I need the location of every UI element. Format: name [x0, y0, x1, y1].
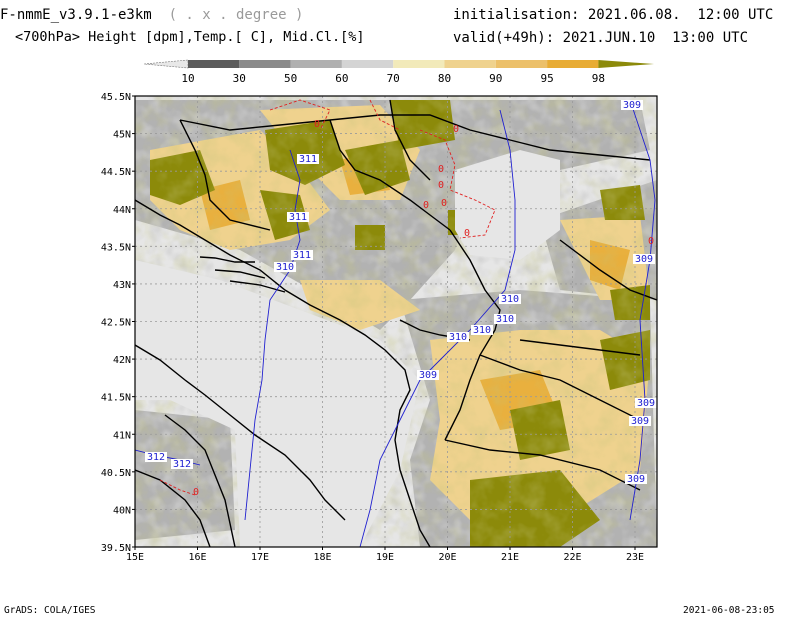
latitude-label: 44.5N: [101, 167, 131, 178]
height-contour-label: 309: [631, 416, 649, 427]
legend-swatch: [393, 60, 445, 68]
longitude-label: 22E: [563, 552, 581, 563]
longitude-label: 15E: [126, 552, 144, 563]
latitude-labels: 45.5N 45N 44.5N 44N 43.5N 43N 42.5N 42N 41.5N 41N…: [101, 92, 135, 554]
height-contour-label: 310: [276, 262, 294, 273]
longitude-label: 17E: [251, 552, 269, 563]
height-label-bg: [297, 154, 319, 164]
height-label-bg: [145, 452, 167, 462]
height-contour-labels: 3113113113103103103103103093093093093093…: [145, 100, 657, 485]
temperature-contour-label: 0: [648, 236, 654, 247]
forecast-map: 3113113113103103103103103093093093093093…: [101, 92, 658, 563]
legend-level-label: 98: [592, 72, 605, 85]
temperature-contours: [159, 99, 496, 496]
height-label-bg: [625, 474, 647, 484]
height-label-bg: [447, 332, 469, 342]
height-label-bg: [291, 250, 313, 260]
height-contour-label: 310: [501, 294, 519, 305]
model-name: F-nmmE_v3.9.1-e3km: [0, 7, 152, 23]
height-label-bg: [171, 459, 193, 469]
legend-swatch: [188, 60, 240, 68]
grid-resolution: ( . x . degree ): [168, 7, 304, 23]
legend-level-label: 70: [387, 72, 400, 85]
latitude-label: 44N: [113, 205, 131, 216]
longitude-label: 19E: [376, 552, 394, 563]
temperature-contour-label: 0: [314, 119, 320, 130]
latitude-label: 45.5N: [101, 92, 131, 103]
height-contour-label: 310: [449, 332, 467, 343]
legend-level-label: 80: [438, 72, 451, 85]
height-contour-label: 309: [637, 398, 655, 409]
latitude-label: 43.5N: [101, 242, 131, 253]
legend-swatch-high: [598, 60, 654, 68]
temperature-contour-label: 0: [441, 198, 447, 209]
height-contour-label: 309: [635, 254, 653, 265]
height-contour-label: 309: [419, 370, 437, 381]
model-title: F-nmmE_v3.9.1-e3km ( . x . degree ): [0, 8, 303, 22]
lat-lon-grid: [135, 96, 657, 547]
height-label-bg: [274, 262, 296, 272]
longitude-label: 21E: [501, 552, 519, 563]
legend-level-label: 10: [181, 72, 194, 85]
latitude-label: 39.5N: [101, 543, 131, 554]
height-label-bg: [287, 212, 309, 222]
initialisation-time: initialisation: 2021.06.08. 12:00 UTC: [453, 7, 774, 23]
footer-credit: GrADS: COLA/IGES: [4, 605, 96, 616]
height-label-bg: [629, 416, 651, 426]
height-contour-label: 310: [496, 314, 514, 325]
longitude-label: 18E: [313, 552, 331, 563]
longitude-label: 16E: [188, 552, 206, 563]
height-label-bg: [499, 294, 521, 304]
height-contour-label: 312: [147, 452, 165, 463]
legend-level-label: 90: [489, 72, 502, 85]
height-contour-label: 311: [289, 212, 307, 223]
legend-swatch: [341, 60, 394, 68]
cloud-color-legend: 10 30 50 60 70 80 90 95 98: [143, 59, 654, 85]
height-label-bg: [494, 314, 516, 324]
legend-swatch: [444, 60, 496, 68]
latitude-label: 42N: [113, 355, 131, 366]
legend-level-label: 50: [284, 72, 297, 85]
temperature-contour-label: 0: [438, 164, 444, 175]
latitude-label: 42.5N: [101, 318, 131, 329]
field-description: <700hPa> Height [dpm],Temp.[ C], Mid.Cl.…: [15, 29, 365, 45]
height-label-bg: [633, 254, 655, 264]
temperature-contour-label: 0: [438, 180, 444, 191]
legend-swatch: [290, 60, 342, 68]
height-contour-label: 311: [293, 250, 311, 261]
temperature-contour-label: 0: [423, 200, 429, 211]
height-label-bg: [635, 398, 657, 408]
legend-swatch-low: [143, 59, 189, 69]
legend-swatch: [495, 60, 548, 68]
height-label-bg: [471, 325, 493, 335]
longitude-label: 23E: [626, 552, 644, 563]
footer-timestamp: 2021-06-08-23:05: [683, 605, 775, 616]
height-contour-label: 309: [627, 474, 645, 485]
legend-level-label: 60: [335, 72, 348, 85]
temperature-contour-label: 0: [193, 487, 199, 498]
height-contour-label: 310: [473, 325, 491, 336]
coastlines-and-borders: [135, 99, 657, 547]
height-contour-label: 309: [623, 100, 641, 111]
temperature-contour-label: 0: [464, 228, 470, 239]
height-label-bg: [621, 100, 643, 110]
height-contour-label: 312: [173, 459, 191, 470]
height-contour-label: 311: [299, 154, 317, 165]
longitude-labels: 15E 16E 17E 18E 19E 20E 21E 22E 23E: [126, 547, 644, 563]
latitude-label: 40N: [113, 505, 131, 516]
latitude-label: 45N: [113, 130, 131, 141]
longitude-label: 20E: [438, 552, 456, 563]
latitude-label: 41.5N: [101, 393, 131, 404]
latitude-label: 43N: [113, 280, 131, 291]
legend-level-label: 30: [233, 72, 246, 85]
legend-swatch: [547, 60, 599, 68]
height-label-bg: [417, 370, 439, 380]
temperature-contour-label: 0: [453, 124, 459, 135]
legend-level-label: 95: [540, 72, 553, 85]
latitude-label: 40.5N: [101, 468, 131, 479]
latitude-label: 41N: [113, 430, 131, 441]
valid-time: valid(+49h): 2021.JUN.10 13:00 UTC: [453, 30, 749, 46]
legend-swatch: [239, 60, 291, 68]
